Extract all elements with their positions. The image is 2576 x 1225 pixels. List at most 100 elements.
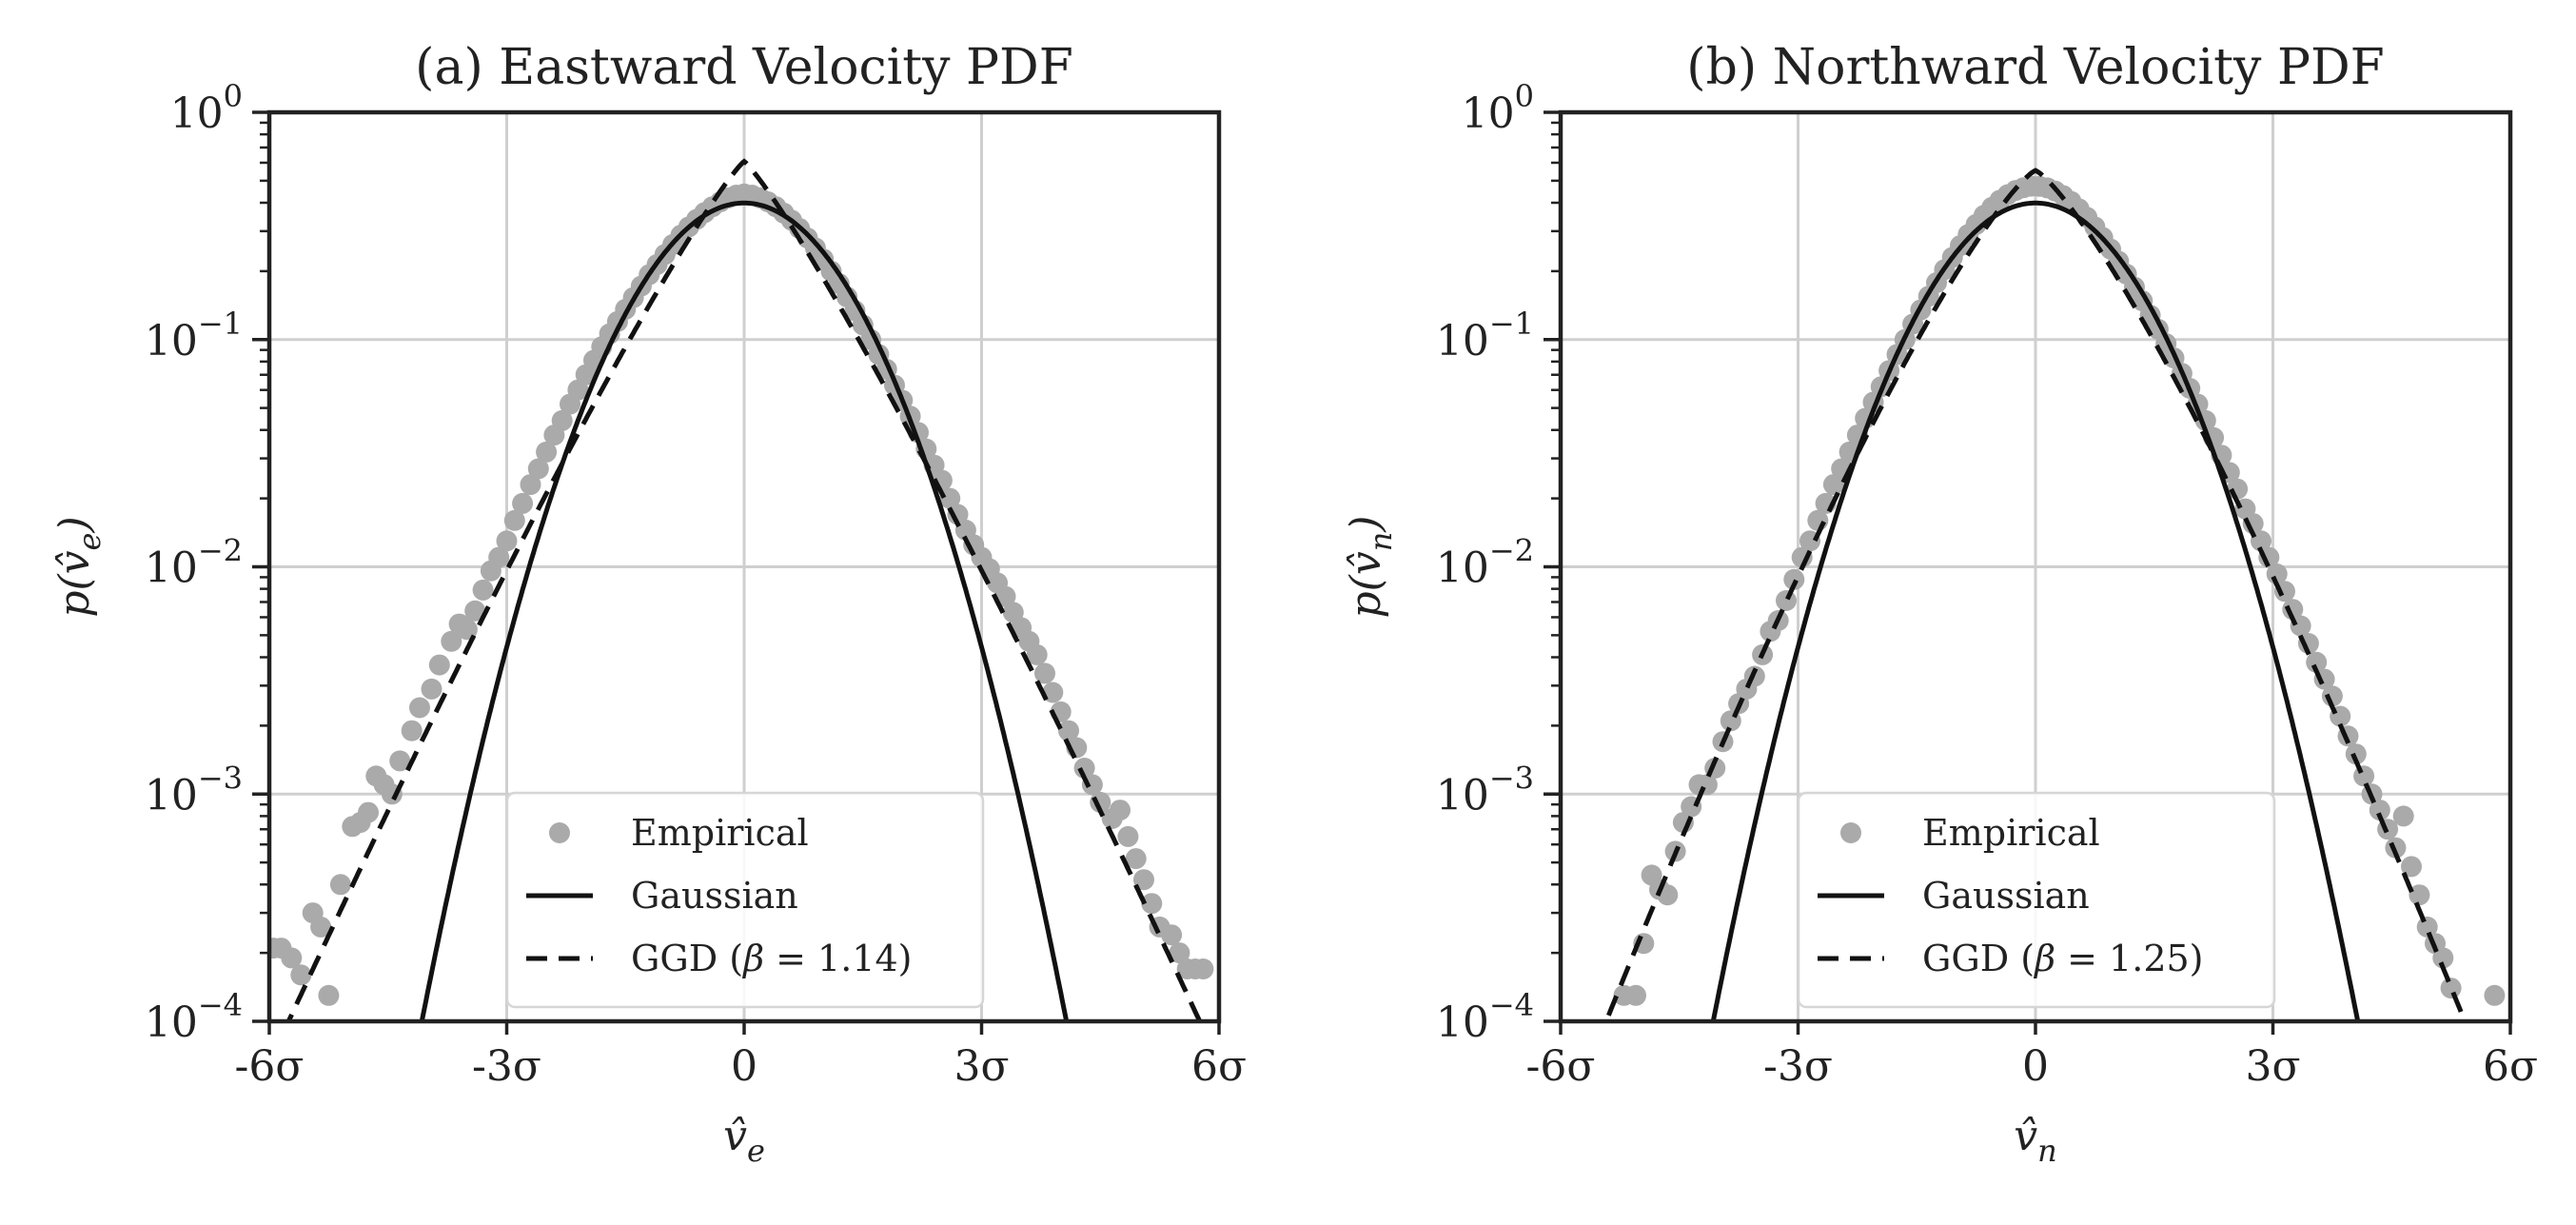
empirical-point [1141,893,1163,915]
empirical-point [1034,662,1055,684]
x-tick-label: -3σ [472,1042,541,1091]
empirical-point [1192,958,1214,979]
empirical-point [536,441,558,463]
empirical-point [1026,643,1048,665]
y-tick-base: 10 [145,544,198,593]
legend-item: Gaussian [1818,875,2090,917]
chart-title: (a) Eastward Velocity PDF [415,39,1073,96]
y-axis-label-text: p(v̂ [1342,551,1390,618]
empirical-point [441,630,462,652]
chart-title: (b) Northward Velocity PDF [1686,39,2384,96]
gaussian-curve [419,200,1070,1021]
x-tick-label: 6σ [2483,1042,2538,1091]
empirical-point [472,579,494,601]
empirical-point [2484,984,2506,1006]
y-tick-label: 100 [170,78,243,138]
x-axis-label: v̂n [2014,1112,2056,1169]
y-tick-label: 10−3 [1436,760,1534,820]
y-tick-exponent: −4 [1489,987,1534,1023]
empirical-point [2282,599,2304,621]
empirical-point [2321,685,2343,707]
empirical-point [290,964,312,986]
y-tick-base: 10 [1436,544,1489,593]
legend-label: Empirical [631,812,809,854]
x-tick-label: 6σ [1191,1042,1247,1091]
empirical-point [2440,978,2462,999]
empirical-point [318,984,340,1006]
y-tick-exponent: −2 [1489,533,1534,569]
empirical-point [1073,758,1095,779]
y-tick-label: 10−4 [145,987,243,1047]
empirical-point [2392,805,2414,827]
empirical-point [464,600,486,622]
legend-label-text: GGD ( [1922,938,2035,979]
empirical-point [503,509,525,531]
legend-marker-empirical [549,822,570,843]
gaussian-curve [1710,200,2361,1021]
empirical-point [2401,856,2422,878]
legend-label-value: = 1.25) [2055,938,2203,979]
x-tick-label: -6σ [235,1042,305,1091]
empirical-point [1058,720,1079,741]
empirical-point [389,750,411,772]
empirical-point [1169,942,1190,964]
legend-label-value: = 1.14) [764,938,912,979]
legend-label: Empirical [1922,812,2100,854]
legend-item: GGD (β = 1.14) [526,938,913,979]
y-axis-label-subscript: n [1363,532,1399,552]
x-tick-label: -6σ [1526,1042,1596,1091]
empirical-point [1161,924,1183,946]
empirical-point [551,409,573,431]
empirical-point [2409,884,2430,906]
y-axis-label-subscript: e [71,533,108,551]
x-axis-label-subscript: n [2037,1133,2057,1169]
legend-item: GGD (β = 1.25) [1818,938,2204,979]
empirical-point [939,487,961,509]
empirical-point [488,546,510,568]
y-tick-exponent: 0 [1515,78,1534,114]
legend-box [505,791,985,1009]
y-tick-base: 10 [1436,317,1489,366]
y-tick-base: 10 [170,89,224,138]
x-axis-label-base: v̂ [723,1112,747,1160]
legend-item: Empirical [549,812,809,854]
empirical-point [2306,651,2328,673]
empirical-point [1625,984,1646,1006]
y-axis-label-close: ) [1342,516,1390,533]
x-tick-label: -3σ [1763,1042,1833,1091]
empirical-point [428,654,450,676]
legend-item: Gaussian [526,875,798,917]
empirical-point [2369,800,2390,821]
y-tick-label: 10−3 [145,760,243,820]
legend: Empirical Gaussian GGD (β = 1.14) [505,791,985,1009]
y-axis-label: p(v̂e) [50,516,108,617]
legend-marker-empirical [1840,822,1861,843]
legend-label: Gaussian [631,875,798,917]
empirical-point [1117,825,1139,847]
empirical-point [409,697,430,719]
y-tick-base: 10 [1462,89,1515,138]
x-axis-label: v̂e [723,1112,765,1169]
y-tick-exponent: 0 [224,78,243,114]
y-tick-label: 10−2 [1436,533,1534,593]
empirical-point [1125,848,1147,870]
empirical-point [2432,947,2454,969]
legend-label: Gaussian [1922,875,2090,917]
y-tick-base: 10 [1436,771,1489,820]
y-axis-label-close: ) [50,516,99,533]
x-tick-label: 3σ [954,1042,1009,1091]
legend-label: GGD (β = 1.14) [631,938,913,979]
legend-item: Empirical [1840,812,2100,854]
empirical-point [401,720,423,741]
y-tick-label: 10−1 [1436,306,1534,366]
empirical-point [329,874,351,896]
plot-area [1603,168,2506,1021]
empirical-point [994,585,1016,607]
y-tick-exponent: −3 [198,760,243,796]
y-axis-label: p(v̂n) [1342,516,1399,619]
empirical-point [527,458,549,480]
y-tick-label: 10−4 [1436,987,1534,1047]
empirical-point [520,474,541,496]
